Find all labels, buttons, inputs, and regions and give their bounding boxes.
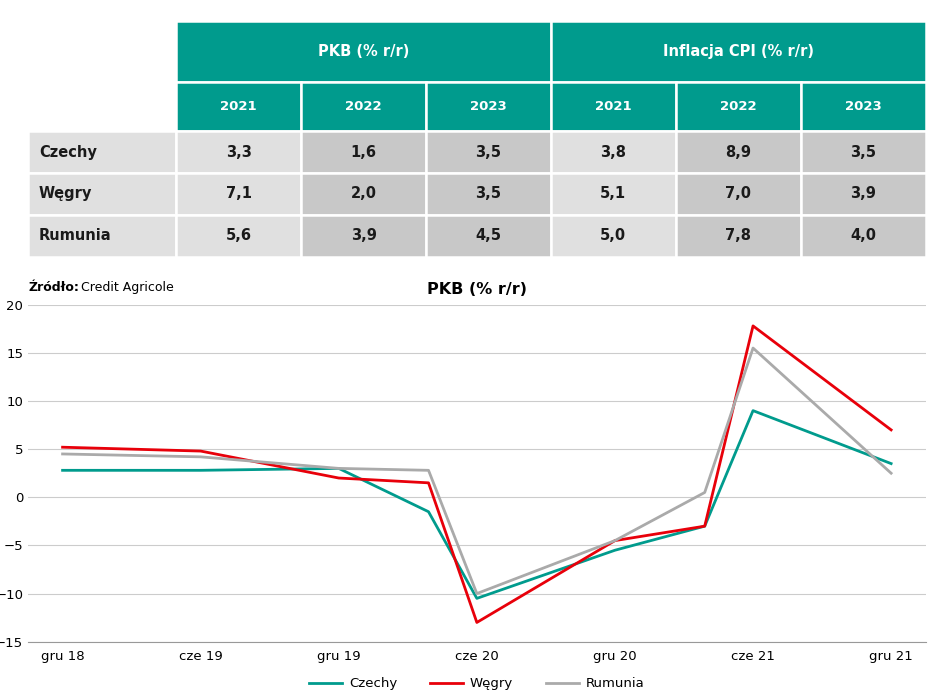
Text: Źródło:: Źródło: xyxy=(28,281,79,294)
FancyBboxPatch shape xyxy=(551,131,676,173)
Text: 4,5: 4,5 xyxy=(475,228,501,243)
FancyBboxPatch shape xyxy=(176,215,301,257)
Text: 7,8: 7,8 xyxy=(726,228,752,243)
FancyBboxPatch shape xyxy=(800,215,926,257)
FancyBboxPatch shape xyxy=(28,215,176,257)
FancyBboxPatch shape xyxy=(176,173,301,215)
Text: Rumunia: Rumunia xyxy=(39,228,111,243)
Text: 3,9: 3,9 xyxy=(351,228,377,243)
Text: 3,8: 3,8 xyxy=(600,145,626,159)
Text: 3,5: 3,5 xyxy=(850,145,876,159)
FancyBboxPatch shape xyxy=(301,215,426,257)
FancyBboxPatch shape xyxy=(800,173,926,215)
Title: PKB (% r/r): PKB (% r/r) xyxy=(427,282,526,297)
FancyBboxPatch shape xyxy=(426,173,551,215)
FancyBboxPatch shape xyxy=(676,173,800,215)
Text: 3,5: 3,5 xyxy=(475,145,501,159)
FancyBboxPatch shape xyxy=(551,81,676,131)
Text: 1,6: 1,6 xyxy=(351,145,377,159)
FancyBboxPatch shape xyxy=(676,131,800,173)
FancyBboxPatch shape xyxy=(676,81,800,131)
FancyBboxPatch shape xyxy=(28,131,176,173)
FancyBboxPatch shape xyxy=(551,173,676,215)
Text: 2023: 2023 xyxy=(470,100,507,113)
FancyBboxPatch shape xyxy=(551,215,676,257)
Text: 2021: 2021 xyxy=(221,100,257,113)
FancyBboxPatch shape xyxy=(301,173,426,215)
FancyBboxPatch shape xyxy=(176,131,301,173)
FancyBboxPatch shape xyxy=(800,131,926,173)
FancyBboxPatch shape xyxy=(176,81,301,131)
FancyBboxPatch shape xyxy=(301,131,426,173)
Legend: Czechy, Węgry, Rumunia: Czechy, Węgry, Rumunia xyxy=(304,672,650,690)
Text: 4,0: 4,0 xyxy=(850,228,876,243)
Text: Czechy: Czechy xyxy=(39,145,96,159)
FancyBboxPatch shape xyxy=(426,81,551,131)
FancyBboxPatch shape xyxy=(176,21,551,81)
Text: 2022: 2022 xyxy=(720,100,756,113)
Text: 5,1: 5,1 xyxy=(600,186,626,201)
FancyBboxPatch shape xyxy=(301,81,426,131)
Text: Inflacja CPI (% r/r): Inflacja CPI (% r/r) xyxy=(663,43,813,59)
Text: Credit Agricole: Credit Agricole xyxy=(78,281,174,294)
FancyBboxPatch shape xyxy=(28,173,176,215)
Text: 2023: 2023 xyxy=(845,100,882,113)
FancyBboxPatch shape xyxy=(676,215,800,257)
Text: 8,9: 8,9 xyxy=(726,145,752,159)
Text: PKB (% r/r): PKB (% r/r) xyxy=(318,43,410,59)
FancyBboxPatch shape xyxy=(28,21,176,131)
Text: 2021: 2021 xyxy=(595,100,632,113)
FancyBboxPatch shape xyxy=(800,81,926,131)
Text: 7,0: 7,0 xyxy=(726,186,752,201)
FancyBboxPatch shape xyxy=(426,215,551,257)
FancyBboxPatch shape xyxy=(426,131,551,173)
Text: 5,0: 5,0 xyxy=(600,228,626,243)
Text: Węgry: Węgry xyxy=(39,186,93,201)
Text: 2,0: 2,0 xyxy=(351,186,377,201)
Text: 7,1: 7,1 xyxy=(225,186,252,201)
Text: 3,3: 3,3 xyxy=(225,145,252,159)
Text: 5,6: 5,6 xyxy=(225,228,252,243)
FancyBboxPatch shape xyxy=(551,21,926,81)
Text: 3,9: 3,9 xyxy=(850,186,876,201)
Text: 3,5: 3,5 xyxy=(475,186,501,201)
Text: 2022: 2022 xyxy=(345,100,381,113)
